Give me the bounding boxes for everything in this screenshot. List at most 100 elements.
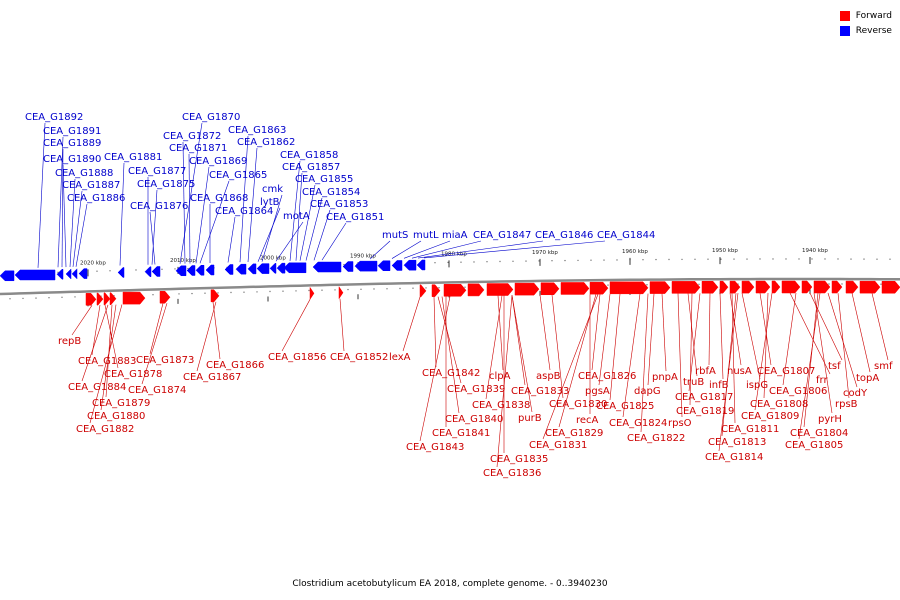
forward-gene-arrow	[431, 284, 441, 297]
forward-gene-label: CEA_G1807	[757, 366, 815, 377]
reverse-gene-label: CEA_G1864	[215, 206, 273, 217]
forward-gene-label: rbfA	[695, 366, 716, 377]
forward-leader-line	[708, 293, 711, 366]
track-dot	[512, 260, 514, 262]
track-dot	[876, 258, 878, 260]
reverse-gene-arrow	[342, 261, 354, 272]
reverse-gene-arrow	[276, 262, 286, 274]
reverse-leader-line	[289, 160, 301, 261]
scale-ticks: 2020 kbp 2010 kbp 2000 kbp 1990 kbp 1980 kbp…	[80, 248, 828, 307]
forward-leader-line	[591, 294, 601, 371]
forward-leader-line	[511, 295, 526, 386]
forward-leader-line	[851, 293, 871, 373]
forward-leader-line	[827, 292, 858, 388]
track-dot	[473, 261, 475, 263]
forward-leader-line	[419, 296, 451, 442]
reverse-gene-arrow	[186, 265, 196, 276]
forward-gene-label: CEA_G1878	[104, 369, 162, 380]
track-dot	[642, 259, 644, 261]
forward-gene-label: CEA_G1833	[511, 386, 569, 397]
legend: Forward Reverse	[839, 8, 892, 38]
forward-leader-line	[609, 293, 621, 401]
track-dot	[109, 270, 111, 272]
forward-leader-line	[212, 301, 221, 360]
reverse-gene-label: CEA_G1892	[25, 112, 83, 123]
reverse-gene-label: CEA_G1887	[62, 180, 120, 191]
reverse-leader-line	[257, 207, 281, 262]
forward-gene-label: codY	[843, 388, 868, 399]
reverse-leader-line	[417, 240, 544, 259]
forward-gene-label: pyrH	[818, 414, 842, 425]
forward-gene-label: recA	[576, 415, 599, 426]
forward-gene-label: CEA_G1825	[596, 401, 654, 412]
forward-gene-arrow	[701, 280, 719, 294]
reverse-leader-line	[179, 122, 203, 264]
reverse-gene-arrow	[416, 259, 426, 271]
forward-gene-arrow	[831, 280, 843, 294]
reverse-leader-line	[313, 209, 331, 261]
reverse-leader-line	[369, 240, 391, 260]
reverse-leader-line	[411, 240, 482, 259]
reverse-leader-line	[199, 180, 230, 264]
forward-leader-line	[497, 295, 504, 371]
forward-leader-line	[789, 292, 831, 375]
forward-gene-label: CEA_G1830	[549, 399, 607, 410]
reverse-gene-label: CEA_G1847	[473, 230, 531, 241]
forward-gene-label: CEA_G1867	[183, 372, 241, 383]
forward-leader-line	[89, 304, 123, 424]
forward-leader-line	[551, 294, 564, 399]
forward-gene-label: CEA_G1804	[790, 428, 848, 439]
reverse-gene-arrow	[247, 263, 257, 275]
forward-leader-line	[809, 292, 843, 361]
track-dot	[347, 288, 349, 291]
track-dot	[798, 258, 800, 260]
reverse-leader-line	[182, 141, 186, 264]
reverse-gene-label: mutS	[382, 230, 408, 241]
forward-gene-arrow	[159, 290, 171, 304]
track-dot	[61, 296, 63, 298]
forward-swatch	[839, 10, 850, 21]
forward-gene-arrow	[210, 289, 220, 303]
reverse-leader-line	[321, 222, 347, 261]
forward-gene-label: CEA_G1882	[76, 424, 134, 435]
reverse-gene-label: CEA_G1871	[169, 143, 227, 154]
forward-gene-arrow	[845, 280, 859, 294]
forward-gene-arrow	[109, 292, 117, 305]
forward-gene-arrow	[881, 280, 900, 294]
reverse-gene-arrow	[151, 266, 161, 277]
forward-leader-line	[511, 295, 533, 413]
reverse-gene-label: CEA_G1863	[228, 125, 286, 136]
forward-leader-line	[100, 304, 117, 411]
reverse-gene-label: CEA_G1890	[43, 154, 101, 165]
legend-forward-label: Forward	[855, 10, 892, 21]
forward-gene-label: CEA_G1841	[432, 428, 490, 439]
forward-gene-arrow	[540, 282, 560, 296]
forward-gene-label: CEA_G1843	[406, 442, 464, 453]
track-dot	[35, 297, 37, 299]
forward-leader-line	[496, 295, 513, 468]
forward-gene-label: CEA_G1856	[268, 352, 326, 363]
forward-leader-line	[718, 293, 739, 452]
forward-gene-arrow	[486, 283, 514, 296]
forward-leader-line	[798, 292, 821, 440]
forward-leader-line	[688, 293, 701, 392]
forward-gene-arrow	[859, 280, 881, 294]
track-dot	[590, 259, 592, 261]
forward-gene-arrow	[338, 285, 344, 300]
track-dot	[334, 289, 336, 291]
track-dot	[772, 258, 774, 260]
track-dot	[295, 290, 297, 292]
track-dot	[889, 258, 891, 260]
forward-leader-line	[196, 301, 217, 372]
forward-gene-label: pgsA	[585, 386, 610, 397]
reverse-leader-line	[149, 211, 156, 265]
forward-leader-line	[687, 293, 698, 377]
forward-leader-line	[542, 294, 599, 440]
track-dot	[217, 292, 219, 294]
forward-gene-labels: repB CEA_G1883 CEA_G1878 CEA_G1884 CEA_G1879…	[58, 292, 893, 479]
reverse-gene-arrow	[195, 265, 205, 276]
forward-leader-line	[433, 296, 437, 368]
forward-leader-line	[71, 305, 93, 336]
track-dot	[880, 283, 882, 285]
scale-tick-label: 2010 kbp	[170, 258, 196, 264]
